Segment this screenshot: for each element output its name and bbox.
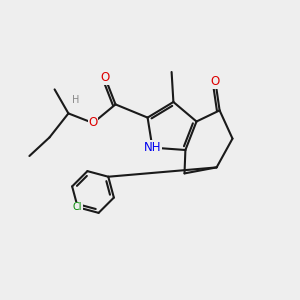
Text: NH: NH	[144, 141, 161, 154]
Text: H: H	[72, 94, 79, 105]
Text: O: O	[88, 116, 98, 130]
Text: O: O	[100, 71, 109, 84]
Text: Cl: Cl	[73, 202, 82, 212]
Text: O: O	[211, 75, 220, 88]
